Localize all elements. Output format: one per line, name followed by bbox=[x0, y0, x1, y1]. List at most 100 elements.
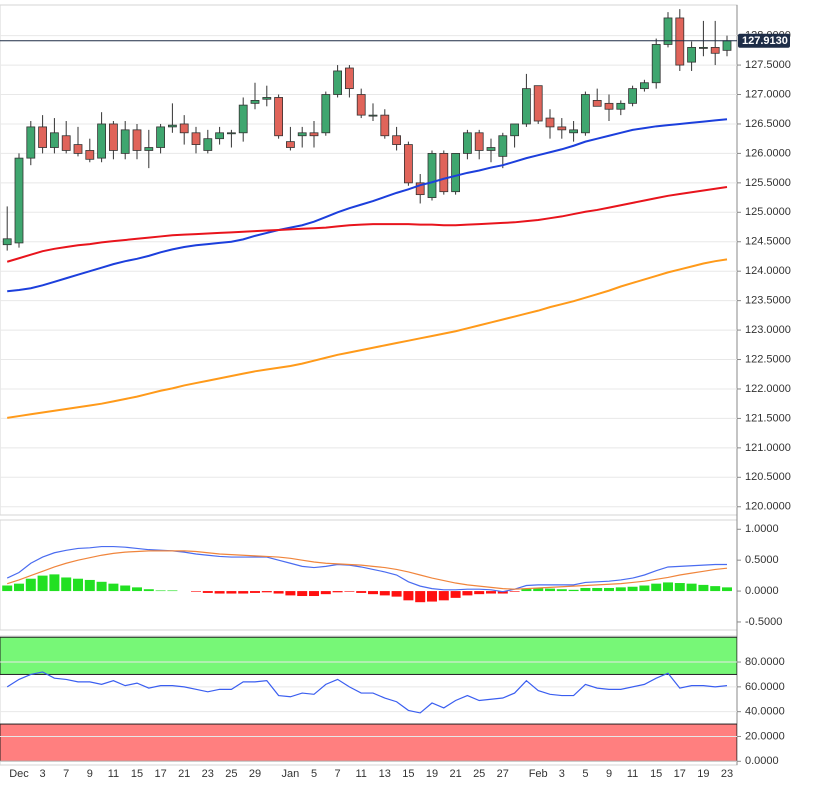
candle-body bbox=[109, 123, 118, 151]
histogram-bar bbox=[604, 587, 614, 592]
histogram-bar bbox=[309, 591, 319, 597]
candle-body bbox=[309, 132, 319, 137]
candle-body bbox=[179, 123, 189, 134]
candle-body bbox=[333, 70, 343, 95]
candle-body bbox=[675, 17, 685, 66]
candle-body bbox=[250, 100, 260, 104]
line bbox=[6, 185, 728, 263]
histogram-bar bbox=[509, 591, 520, 592]
candle-body bbox=[321, 94, 331, 134]
y-tick-label: 124.5000 bbox=[745, 236, 791, 248]
histogram-bar bbox=[344, 591, 355, 592]
histogram-bar bbox=[120, 585, 131, 592]
candle-body bbox=[545, 117, 555, 128]
histogram-bar bbox=[639, 585, 650, 592]
candle-body bbox=[50, 132, 59, 148]
y-tick-label: 125.5000 bbox=[745, 177, 791, 189]
histogram-bar bbox=[556, 589, 567, 592]
histogram-bar bbox=[37, 575, 48, 592]
histogram-bar bbox=[155, 590, 166, 592]
candle-body bbox=[616, 102, 626, 110]
candle-body bbox=[592, 100, 602, 107]
histogram-bar bbox=[450, 591, 461, 598]
x-tick-label: 9 bbox=[606, 768, 612, 780]
x-tick-label: 21 bbox=[178, 768, 190, 780]
histogram-bar bbox=[615, 587, 626, 592]
candle-body bbox=[710, 47, 720, 54]
histogram-bar bbox=[391, 591, 402, 597]
histogram-bar bbox=[545, 588, 555, 592]
histogram-bar bbox=[379, 591, 390, 596]
panel-plot bbox=[0, 636, 737, 762]
histogram-bar bbox=[96, 581, 107, 592]
x-tick-label: 25 bbox=[225, 768, 237, 780]
y-tick-label: 127.0000 bbox=[745, 88, 791, 100]
y-tick-label: 126.5000 bbox=[745, 118, 791, 130]
candle-body bbox=[14, 157, 24, 244]
x-tick-label: 5 bbox=[582, 768, 588, 780]
y-tick-label: 20.0000 bbox=[745, 730, 785, 742]
zone bbox=[0, 723, 737, 762]
y-tick-label: -0.5000 bbox=[745, 616, 782, 628]
x-tick-label: 23 bbox=[721, 768, 733, 780]
panel-plot bbox=[2, 545, 732, 603]
x-tick-label: 15 bbox=[402, 768, 414, 780]
candle-body bbox=[73, 144, 83, 154]
candle-body bbox=[156, 126, 166, 148]
x-tick-label: 7 bbox=[63, 768, 69, 780]
x-tick-label: 7 bbox=[335, 768, 341, 780]
candle-body bbox=[462, 132, 472, 154]
y-tick-label: 122.0000 bbox=[745, 383, 791, 395]
candle-body bbox=[380, 114, 390, 137]
candle-body bbox=[368, 114, 378, 117]
x-tick-label: 5 bbox=[311, 768, 317, 780]
candle-body bbox=[557, 126, 567, 131]
y-tick-label: 121.0000 bbox=[745, 442, 791, 454]
candle-body bbox=[297, 132, 307, 137]
candle-body bbox=[722, 40, 732, 51]
histogram-bar bbox=[486, 591, 496, 594]
x-tick-label: 11 bbox=[108, 768, 119, 780]
x-tick-label: 27 bbox=[497, 768, 509, 780]
x-tick-label: 13 bbox=[379, 768, 391, 780]
candle-body bbox=[510, 123, 520, 137]
line bbox=[6, 545, 727, 593]
candle-body bbox=[238, 104, 248, 134]
x-tick-label: Dec bbox=[9, 768, 29, 780]
histogram-bar bbox=[580, 587, 591, 592]
y-tick-label: 80.0000 bbox=[745, 656, 785, 668]
y-tick-label: 126.0000 bbox=[745, 147, 791, 159]
macd-panel bbox=[0, 519, 738, 631]
histogram-bar bbox=[651, 583, 662, 592]
y-tick-label: 0.5000 bbox=[745, 554, 779, 566]
histogram-bar bbox=[61, 577, 72, 592]
x-tick-label: 9 bbox=[87, 768, 93, 780]
last-price-box bbox=[738, 33, 790, 48]
candle-body bbox=[640, 82, 649, 90]
y-tick-label: 0.0000 bbox=[745, 755, 779, 767]
candle-body bbox=[498, 135, 508, 157]
histogram-bar bbox=[273, 591, 284, 594]
x-tick-label: 15 bbox=[650, 768, 662, 780]
histogram-bar bbox=[191, 591, 201, 592]
y-tick-label: 121.5000 bbox=[745, 412, 791, 424]
y-tick-label: 125.0000 bbox=[745, 206, 791, 218]
histogram-bar bbox=[627, 586, 638, 592]
histogram-bar bbox=[368, 591, 378, 595]
candle-body bbox=[651, 44, 661, 84]
candle-body bbox=[2, 238, 12, 246]
y-tick-label: 123.5000 bbox=[745, 295, 791, 307]
y-tick-label: 124.0000 bbox=[745, 265, 791, 277]
candle-body bbox=[522, 88, 531, 125]
histogram-bar bbox=[710, 586, 721, 592]
candle-body bbox=[203, 138, 213, 151]
histogram-bar bbox=[568, 589, 579, 592]
candle-body bbox=[415, 182, 425, 196]
candle-body bbox=[392, 135, 402, 145]
x-tick-label: 3 bbox=[559, 768, 565, 780]
candle-body bbox=[26, 126, 36, 159]
line bbox=[6, 671, 728, 714]
histogram-bar bbox=[250, 591, 260, 593]
histogram-bar bbox=[143, 589, 154, 592]
candle-body bbox=[97, 123, 106, 159]
